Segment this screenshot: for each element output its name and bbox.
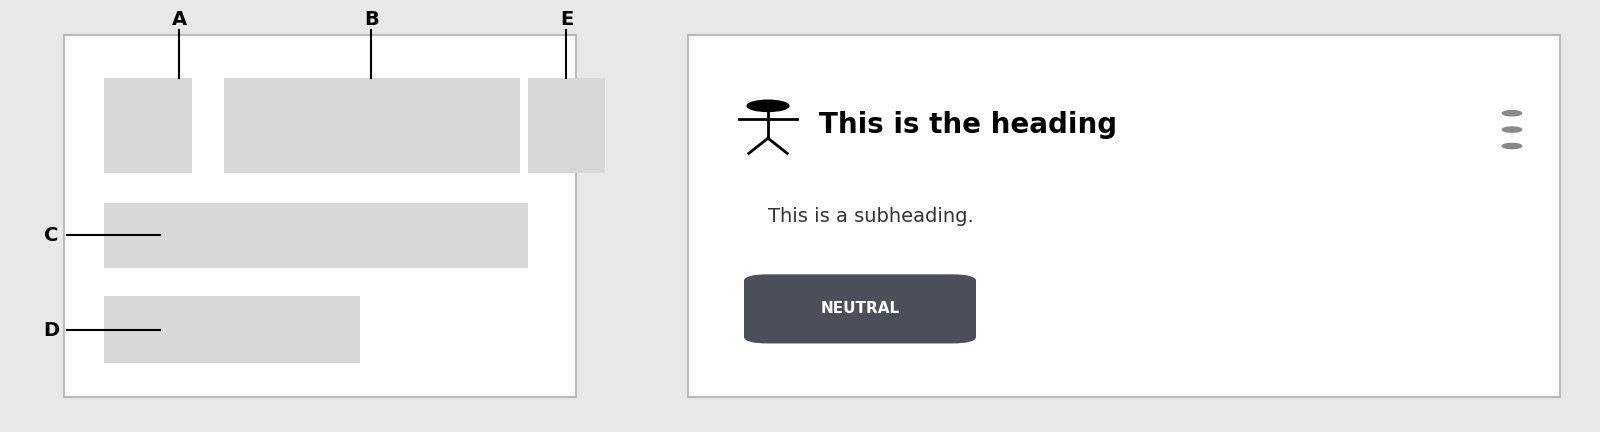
Text: D: D: [43, 321, 59, 340]
FancyBboxPatch shape: [688, 35, 1560, 397]
FancyBboxPatch shape: [104, 296, 360, 363]
FancyBboxPatch shape: [224, 78, 520, 173]
FancyBboxPatch shape: [104, 78, 192, 173]
Text: B: B: [363, 10, 379, 29]
FancyBboxPatch shape: [104, 203, 528, 268]
FancyBboxPatch shape: [64, 35, 576, 397]
Text: C: C: [45, 226, 58, 245]
Circle shape: [747, 100, 789, 111]
FancyBboxPatch shape: [528, 78, 605, 173]
Text: E: E: [560, 10, 573, 29]
Circle shape: [1502, 111, 1522, 116]
Circle shape: [1502, 127, 1522, 132]
Text: This is the heading: This is the heading: [819, 111, 1117, 139]
Circle shape: [1502, 143, 1522, 149]
FancyBboxPatch shape: [744, 274, 976, 343]
Text: This is a subheading.: This is a subheading.: [768, 206, 974, 226]
Text: A: A: [171, 10, 187, 29]
Text: NEUTRAL: NEUTRAL: [821, 302, 899, 316]
